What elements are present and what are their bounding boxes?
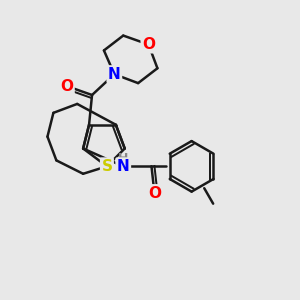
Text: S: S <box>101 159 112 174</box>
Text: N: N <box>108 67 121 82</box>
Text: O: O <box>60 79 73 94</box>
Text: N: N <box>117 159 130 174</box>
Text: O: O <box>148 186 161 201</box>
Text: H: H <box>118 152 128 164</box>
Text: O: O <box>142 37 155 52</box>
